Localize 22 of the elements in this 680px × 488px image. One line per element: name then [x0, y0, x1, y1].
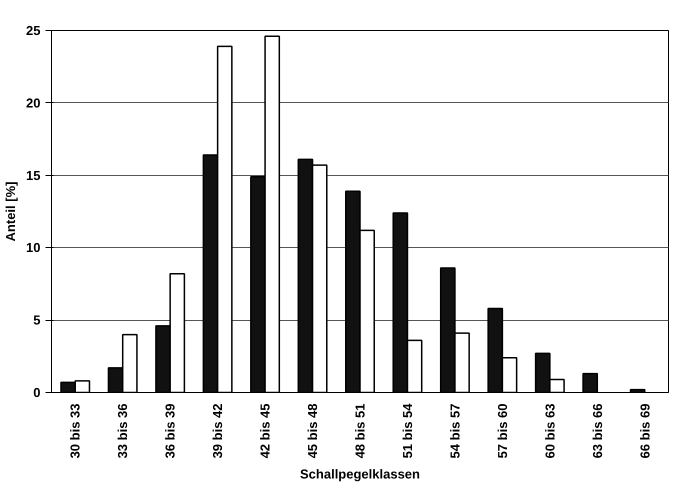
x-axis-title: Schallpegelklassen — [300, 466, 420, 482]
x-tick-label: 33 bis 36 — [115, 403, 130, 458]
x-tick-label: 30 bis 33 — [68, 403, 83, 458]
x-tick-label: 54 bis 57 — [447, 403, 462, 458]
bar — [582, 372, 598, 392]
x-tick-label: 63 bis 66 — [590, 403, 605, 458]
x-tick-label: 39 bis 42 — [210, 403, 226, 458]
x-tick-label: 48 bis 51 — [352, 403, 368, 458]
y-tick-label: 0 — [33, 385, 41, 400]
x-tick-label: 51 bis 54 — [400, 402, 415, 458]
y-tick-label: 25 — [26, 23, 41, 38]
x-tick-label: 66 bis 69 — [637, 403, 652, 458]
y-tick-label: 20 — [26, 95, 41, 110]
y-tick-label: 15 — [26, 168, 41, 183]
x-tick-label: 57 bis 60 — [494, 403, 510, 458]
x-tick-label: 60 bis 63 — [542, 403, 558, 458]
x-tick-label: 42 bis 45 — [258, 403, 273, 458]
y-axis-title: Anteil [%] — [3, 182, 18, 242]
x-tick-label: 45 bis 48 — [305, 403, 320, 458]
y-tick-label: 5 — [33, 312, 41, 328]
x-tick-label: 36 bis 39 — [162, 403, 178, 458]
y-tick-label: 10 — [26, 240, 41, 256]
